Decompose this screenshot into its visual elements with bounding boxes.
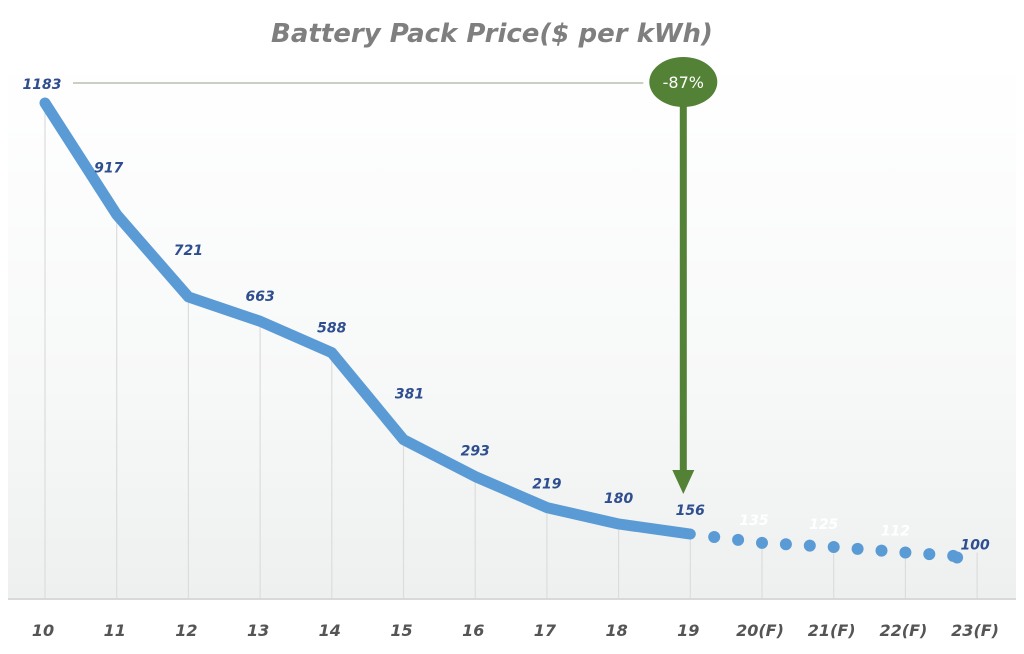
x-tick-label: 22(F) xyxy=(879,621,927,640)
forecast-dot xyxy=(779,538,792,551)
x-tick-label: 19 xyxy=(677,621,699,640)
x-tick-label: 23(F) xyxy=(951,621,999,640)
data-label: 1183 xyxy=(23,77,62,93)
annotation-badge xyxy=(649,57,718,107)
data-label: 219 xyxy=(532,477,561,493)
actual-price-line xyxy=(39,97,696,540)
data-label: 663 xyxy=(245,289,274,305)
data-label: 112 xyxy=(881,523,910,539)
forecast-dot xyxy=(708,530,721,543)
data-label: 588 xyxy=(317,321,346,337)
data-label: 125 xyxy=(809,517,838,533)
data-label: 135 xyxy=(739,513,768,529)
annotation-label: -87% xyxy=(663,73,704,92)
data-label: 917 xyxy=(94,161,123,177)
arrow-shaft xyxy=(679,100,687,472)
data-label: 381 xyxy=(395,387,424,403)
forecast-dot xyxy=(732,533,745,546)
x-tick-label: 21(F) xyxy=(808,621,856,640)
x-tick-label: 12 xyxy=(175,621,197,640)
forecast-dot xyxy=(899,546,912,559)
forecast-dot xyxy=(851,542,864,555)
data-label: 156 xyxy=(676,503,705,519)
x-tick-label: 10 xyxy=(32,621,54,640)
x-tick-label: 15 xyxy=(390,621,412,640)
x-tick-label: 18 xyxy=(605,621,627,640)
x-tick-label: 14 xyxy=(319,621,341,640)
x-tick-label: 17 xyxy=(534,621,557,640)
forecast-dot xyxy=(875,544,888,557)
data-label: 100 xyxy=(960,538,989,554)
plot-background xyxy=(8,60,1016,600)
forecast-dot xyxy=(827,541,840,554)
data-label: 293 xyxy=(461,444,490,460)
x-tick-label: 20(F) xyxy=(736,621,784,640)
chart-title: Battery Pack Price($ per kWh) xyxy=(271,19,713,49)
data-label: 180 xyxy=(604,491,633,507)
data-label: 721 xyxy=(174,243,203,259)
forecast-dot xyxy=(951,551,964,564)
arrow-head xyxy=(672,470,695,494)
forecast-dot xyxy=(756,536,768,549)
x-tick-label: 11 xyxy=(104,621,126,640)
x-tick-label: 13 xyxy=(247,621,269,640)
forecast-dot xyxy=(923,548,936,561)
forecast-dot xyxy=(803,539,816,552)
x-tick-label: 16 xyxy=(462,621,484,640)
